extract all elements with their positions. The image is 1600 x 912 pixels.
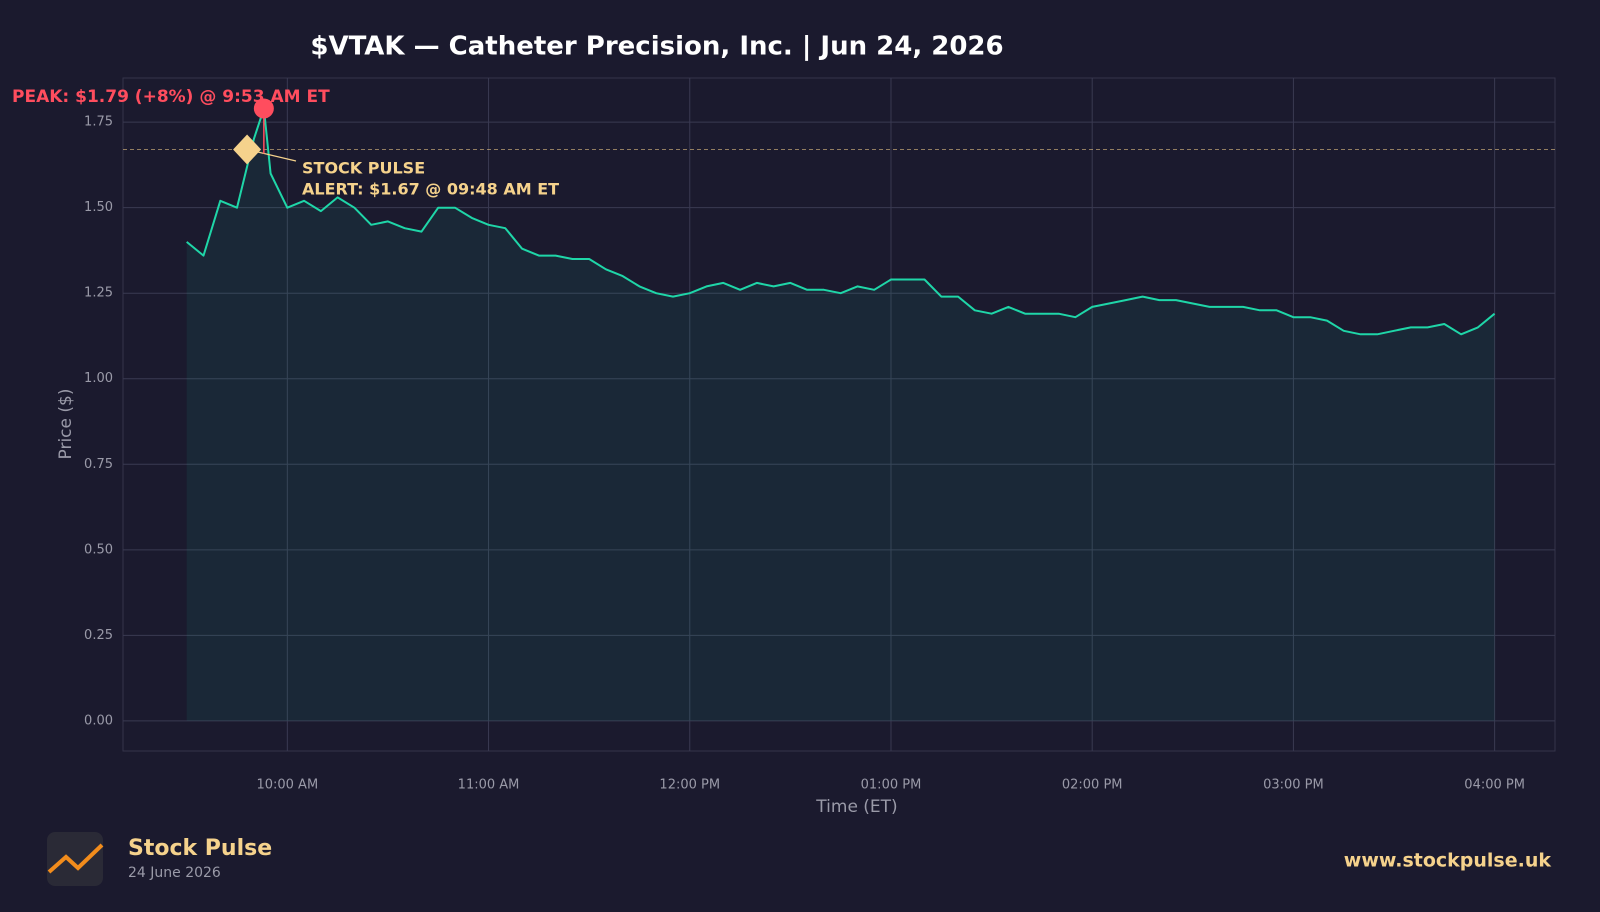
y-tick-label: 1.75 [84, 115, 113, 130]
y-tick-label: 1.50 [84, 200, 113, 215]
grid [122, 77, 1556, 752]
plot-frame [122, 77, 1556, 752]
x-tick-label: 01:00 PM [861, 778, 922, 793]
price-line [186, 107, 1496, 336]
alert-text: ALERT: $1.67 @ 09:48 AM ET [302, 180, 559, 199]
logo [47, 832, 104, 886]
y-tick-label: 0.50 [84, 542, 113, 557]
y-axis-label: Price ($) [56, 389, 76, 460]
x-tick-label: 04:00 PM [1464, 778, 1525, 793]
x-tick-label: 10:00 AM [256, 778, 318, 793]
website: www.stockpulse.uk [1344, 850, 1552, 872]
y-tick-label: 0.00 [84, 713, 113, 728]
brand-date: 24 June 2026 [128, 865, 221, 881]
chart-title: $VTAK — Catheter Precision, Inc. | Jun 2… [310, 32, 1003, 62]
x-tick-label: 02:00 PM [1062, 778, 1123, 793]
x-tick-label: 03:00 PM [1263, 778, 1324, 793]
alert-label: STOCK PULSE [302, 159, 425, 178]
x-axis-label: Time (ET) [815, 797, 897, 817]
y-tick-label: 1.00 [84, 371, 113, 386]
peak-label: PEAK: $1.79 (+8%) @ 9:53 AM ET [12, 87, 330, 107]
x-tick-label: 12:00 PM [659, 778, 720, 793]
x-tick-label: 11:00 AM [458, 778, 520, 793]
alert-marker [233, 134, 262, 165]
y-tick-label: 1.25 [84, 286, 113, 301]
peak-marker [253, 98, 274, 119]
area [186, 108, 1495, 721]
y-tick-label: 0.75 [84, 457, 113, 472]
y-tick-label: 0.25 [84, 628, 113, 643]
brand: Stock Pulse [128, 836, 272, 861]
